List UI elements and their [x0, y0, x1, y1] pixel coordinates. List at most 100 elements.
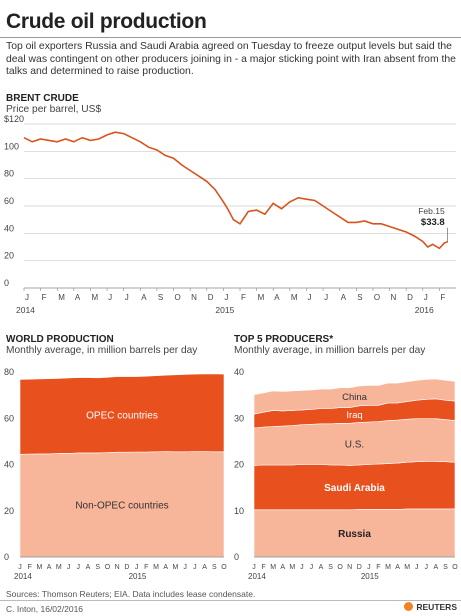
credit-line: C. Inton, 16/02/2016 — [6, 604, 84, 614]
world-x-tick-label: M — [173, 564, 179, 571]
brent-x-tick-label: J — [108, 293, 112, 302]
brent-y-tick-label: 20 — [4, 251, 14, 261]
world-year-label: 2015 — [129, 572, 147, 581]
brent-y-tick-label: 0 — [4, 278, 9, 288]
world-x-tick-label: O — [105, 564, 111, 571]
top5-x-tick-label: J — [415, 564, 419, 571]
world-y-tick-label: 0 — [4, 552, 9, 562]
world-y-tick-label: 20 — [4, 506, 14, 516]
brent-y-tick-label: $120 — [4, 114, 24, 124]
top5-area-china — [253, 378, 456, 415]
world-x-tick-label: F — [28, 564, 32, 571]
top5-year-label: 2014 — [248, 572, 266, 581]
world-x-tick-label: J — [18, 564, 22, 571]
top5-x-tick-label: O — [337, 564, 343, 571]
top5-series-label: Saudi Arabia — [324, 483, 385, 494]
world-y-tick-label: 40 — [4, 460, 14, 470]
world-x-tick-label: M — [56, 564, 62, 571]
brent-x-tick-label: F — [440, 293, 445, 302]
top5-x-tick-label: J — [252, 564, 256, 571]
top5-year-label: 2015 — [361, 572, 379, 581]
world-x-tick-label: S — [95, 564, 100, 571]
top5-series-label: Iraq — [346, 410, 362, 421]
footer-divider — [0, 600, 461, 601]
sources-note: Sources: Thomson Reuters; EIA. Data incl… — [6, 589, 256, 599]
top5-y-tick-label: 20 — [234, 460, 244, 470]
brent-x-tick-label: O — [175, 293, 181, 302]
world-x-tick-label: O — [221, 564, 227, 571]
top5-x-tick-label: M — [385, 564, 391, 571]
world-x-tick-label: S — [212, 564, 217, 571]
top5-chart-title: TOP 5 PRODUCERS* — [234, 334, 334, 345]
top5-x-tick-label: M — [289, 564, 295, 571]
world-x-tick-label: N — [115, 564, 120, 571]
brent-x-tick-label: F — [42, 293, 47, 302]
reuters-dot-icon — [404, 602, 414, 611]
world-chart-subtitle: Monthly average, in million barrels per … — [6, 345, 198, 356]
top5-x-tick-label: J — [310, 564, 314, 571]
brent-year-label: 2015 — [215, 305, 234, 315]
brent-x-tick-label: J — [307, 293, 311, 302]
brent-x-tick-label: M — [258, 293, 265, 302]
brent-x-tick-label: M — [58, 293, 65, 302]
brent-x-tick-label: S — [357, 293, 362, 302]
page-title: Crude oil production — [6, 10, 207, 33]
top5-series-label: U.S. — [345, 440, 364, 451]
world-x-tick-label: J — [183, 564, 187, 571]
world-x-tick-label: M — [153, 564, 159, 571]
brent-x-tick-label: A — [141, 293, 147, 302]
world-x-tick-label: J — [193, 564, 197, 571]
brent-year-label: 2014 — [16, 305, 35, 315]
brent-y-tick-label: 40 — [4, 223, 14, 233]
world-x-tick-label: A — [47, 564, 52, 571]
world-chart-title: WORLD PRODUCTION — [6, 334, 114, 345]
world-x-tick-label: A — [202, 564, 207, 571]
brent-x-tick-label: A — [75, 293, 81, 302]
reuters-logo: REUTERS — [404, 602, 457, 612]
top5-y-tick-label: 10 — [234, 506, 244, 516]
world-series-label: Non-OPEC countries — [75, 501, 168, 512]
world-y-tick-label: 60 — [4, 413, 14, 423]
world-x-tick-label: D — [124, 564, 129, 571]
world-x-tick-label: J — [135, 564, 139, 571]
top5-series-label: Russia — [338, 529, 371, 540]
brent-year-label: 2016 — [415, 305, 434, 315]
brent-x-tick-label: J — [224, 293, 228, 302]
brent-chart-subtitle: Price per barrel, US$ — [6, 104, 102, 115]
world-x-tick-label: J — [77, 564, 81, 571]
world-y-tick-label: 80 — [4, 367, 14, 377]
brent-x-tick-label: A — [274, 293, 280, 302]
top5-x-tick-label: S — [328, 564, 333, 571]
top5-y-tick-label: 30 — [234, 413, 244, 423]
brent-y-tick-label: 60 — [4, 196, 14, 206]
brent-x-tick-label: D — [407, 293, 413, 302]
top5-x-tick-label: N — [347, 564, 352, 571]
top5-x-tick-label: J — [367, 564, 371, 571]
top5-x-tick-label: D — [357, 564, 362, 571]
world-x-tick-label: M — [37, 564, 43, 571]
top5-x-tick-label: M — [404, 564, 410, 571]
world-x-tick-label: F — [144, 564, 148, 571]
top5-x-tick-label: O — [452, 564, 458, 571]
top5-x-tick-label: A — [434, 564, 439, 571]
reuters-wordmark: REUTERS — [416, 602, 457, 612]
brent-price-line — [23, 131, 448, 250]
world-area-opec-countries — [19, 373, 225, 455]
brent-y-tick-label: 80 — [4, 169, 14, 179]
top5-x-tick-label: M — [270, 564, 276, 571]
world-series-label: OPEC countries — [86, 410, 158, 421]
top5-x-tick-label: F — [261, 564, 265, 571]
brent-chart-title: BRENT CRUDE — [6, 93, 79, 104]
world-x-tick-label: A — [86, 564, 91, 571]
brent-x-tick-label: A — [341, 293, 347, 302]
brent-x-tick-label: M — [291, 293, 298, 302]
brent-x-tick-label: J — [25, 293, 29, 302]
brent-annotation-date: Feb.15 — [418, 206, 445, 216]
title-divider — [0, 37, 461, 38]
brent-x-tick-label: M — [91, 293, 98, 302]
top5-y-tick-label: 0 — [234, 552, 239, 562]
brent-x-tick-label: J — [324, 293, 328, 302]
world-x-tick-label: J — [67, 564, 71, 571]
top5-chart-subtitle: Monthly average, in million barrels per … — [234, 345, 426, 356]
